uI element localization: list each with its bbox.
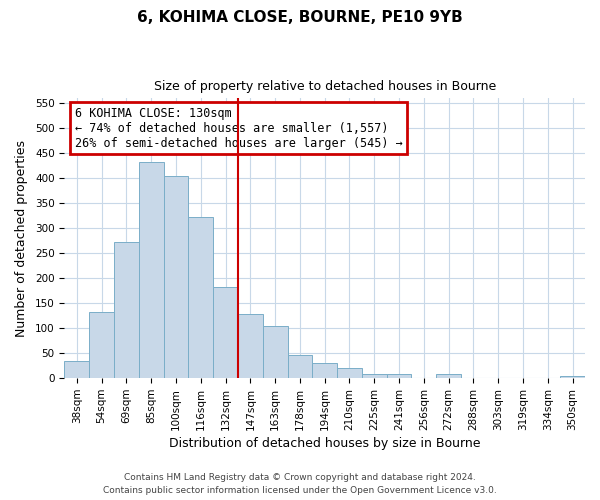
Text: Contains HM Land Registry data © Crown copyright and database right 2024.
Contai: Contains HM Land Registry data © Crown c… — [103, 474, 497, 495]
Bar — [89, 312, 114, 378]
Bar — [114, 242, 139, 378]
Bar — [560, 376, 585, 378]
Bar — [436, 374, 461, 378]
Text: 6 KOHIMA CLOSE: 130sqm
← 74% of detached houses are smaller (1,557)
26% of semi-: 6 KOHIMA CLOSE: 130sqm ← 74% of detached… — [75, 106, 403, 150]
Bar — [164, 176, 188, 378]
Bar — [386, 374, 412, 378]
Bar — [139, 162, 164, 378]
Bar — [213, 286, 238, 378]
Bar — [64, 360, 89, 378]
Title: Size of property relative to detached houses in Bourne: Size of property relative to detached ho… — [154, 80, 496, 93]
Bar — [263, 326, 287, 378]
Text: 6, KOHIMA CLOSE, BOURNE, PE10 9YB: 6, KOHIMA CLOSE, BOURNE, PE10 9YB — [137, 10, 463, 25]
Bar — [287, 354, 313, 378]
Bar — [337, 368, 362, 378]
Bar — [362, 374, 386, 378]
Bar — [188, 218, 213, 378]
Y-axis label: Number of detached properties: Number of detached properties — [15, 140, 28, 337]
Bar — [313, 363, 337, 378]
Bar — [238, 314, 263, 378]
X-axis label: Distribution of detached houses by size in Bourne: Distribution of detached houses by size … — [169, 437, 481, 450]
